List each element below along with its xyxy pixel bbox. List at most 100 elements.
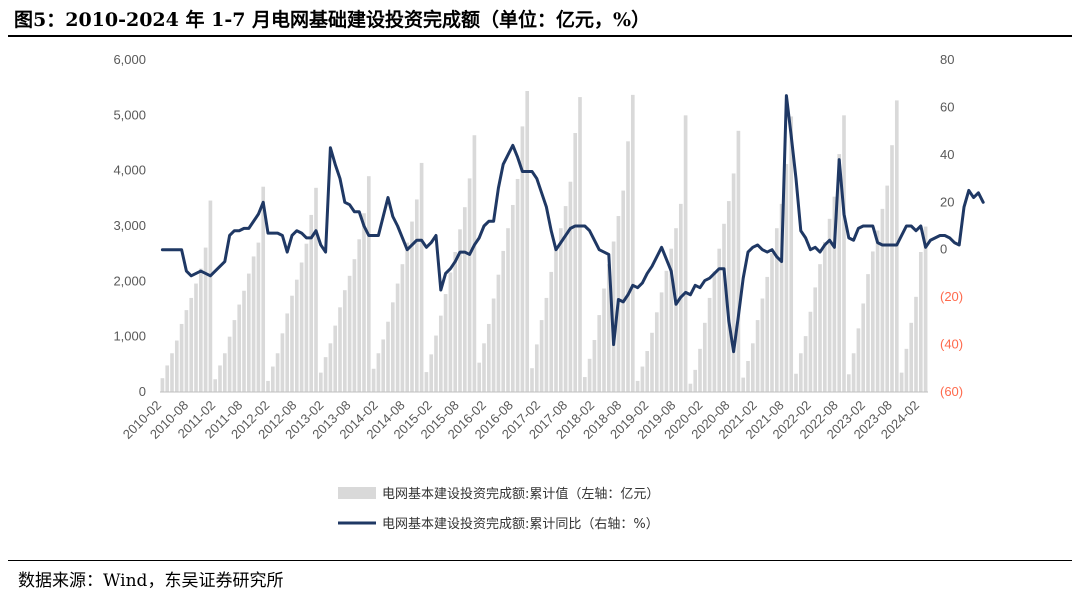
bar bbox=[381, 339, 386, 392]
bar bbox=[712, 271, 717, 392]
bar bbox=[448, 272, 453, 392]
bar bbox=[717, 248, 722, 392]
bar bbox=[645, 351, 650, 392]
bar bbox=[813, 287, 818, 392]
line-series bbox=[160, 94, 985, 354]
bar bbox=[285, 313, 290, 392]
bar bbox=[270, 366, 275, 392]
bar bbox=[755, 320, 760, 392]
bar bbox=[592, 339, 597, 392]
chart-legend: 电网基本建设投资完成额:累计值（左轴：亿元） 电网基本建设投资完成额:累计同比（右… bbox=[338, 486, 659, 532]
bar bbox=[482, 343, 486, 392]
bar bbox=[222, 353, 227, 392]
bar bbox=[510, 204, 515, 392]
bar bbox=[280, 333, 285, 392]
bar bbox=[458, 229, 462, 392]
bar bbox=[179, 323, 184, 392]
bar bbox=[774, 228, 779, 392]
bar bbox=[198, 268, 203, 392]
bar bbox=[794, 373, 798, 392]
right-axis-ticks: (60) (40) (20) 0 20 40 60 80 bbox=[940, 52, 963, 399]
left-axis-ticks: 0 1,000 2,000 3,000 4,000 5,000 6,000 bbox=[113, 52, 146, 399]
bar bbox=[184, 310, 189, 392]
bar bbox=[496, 274, 501, 392]
bar bbox=[491, 298, 496, 392]
bar bbox=[501, 250, 506, 392]
bar bbox=[635, 380, 640, 392]
legend-bar-label: 电网基本建设投资完成额:累计值（左轴：亿元） bbox=[382, 486, 659, 502]
bar bbox=[453, 252, 458, 392]
bar bbox=[890, 145, 894, 392]
bar bbox=[707, 297, 712, 392]
bar bbox=[208, 200, 213, 392]
bar bbox=[582, 377, 587, 392]
bar bbox=[731, 173, 736, 392]
bar bbox=[477, 362, 482, 392]
bar bbox=[558, 228, 563, 392]
bar bbox=[515, 178, 520, 392]
bar bbox=[275, 353, 280, 392]
bar bbox=[213, 379, 218, 392]
bar bbox=[256, 242, 261, 392]
bar bbox=[338, 307, 342, 392]
bar bbox=[362, 213, 366, 392]
bar bbox=[659, 292, 664, 392]
bar bbox=[304, 243, 309, 392]
bar bbox=[866, 274, 870, 392]
bar bbox=[419, 162, 424, 392]
bar bbox=[554, 248, 558, 392]
legend-bar-swatch bbox=[338, 487, 376, 499]
bar bbox=[827, 218, 832, 392]
bar bbox=[693, 369, 698, 392]
bar bbox=[525, 90, 530, 393]
bar bbox=[410, 221, 414, 392]
bar bbox=[266, 380, 270, 392]
bar bbox=[347, 275, 352, 392]
bar bbox=[770, 253, 774, 392]
bar bbox=[674, 228, 678, 392]
bar bbox=[405, 242, 410, 392]
chart: 0 1,000 2,000 3,000 4,000 5,000 6,000 (60) (40)… bbox=[113, 52, 985, 532]
bar bbox=[640, 366, 645, 392]
bar bbox=[746, 361, 750, 392]
bar bbox=[736, 130, 741, 392]
bar bbox=[904, 348, 909, 392]
bar bbox=[798, 353, 803, 392]
bar bbox=[602, 288, 606, 392]
bar bbox=[885, 185, 890, 392]
bar bbox=[909, 322, 914, 392]
bar bbox=[170, 353, 174, 392]
legend-line-label: 电网基本建设投资完成额:累计同比（右轴：%） bbox=[382, 516, 659, 532]
line-path bbox=[160, 94, 985, 354]
bar bbox=[352, 259, 357, 392]
bar bbox=[506, 228, 510, 392]
bar bbox=[688, 383, 693, 392]
bar bbox=[606, 264, 611, 392]
bar bbox=[443, 294, 448, 392]
bar bbox=[414, 199, 419, 392]
x-axis-ticks: 2010-022010-082011-022011-082012-022012-… bbox=[120, 398, 922, 442]
bar bbox=[227, 336, 232, 392]
title-rule bbox=[8, 35, 1072, 37]
bar bbox=[189, 297, 194, 392]
bar bbox=[750, 343, 755, 392]
bar bbox=[779, 203, 784, 392]
bar bbox=[563, 206, 568, 392]
bar bbox=[242, 290, 246, 392]
bar bbox=[376, 353, 381, 392]
bar bbox=[856, 328, 861, 392]
bar bbox=[357, 239, 362, 392]
bar bbox=[654, 312, 659, 392]
bar bbox=[587, 358, 592, 392]
bar bbox=[789, 116, 794, 392]
bar bbox=[429, 354, 434, 392]
bar bbox=[251, 256, 256, 392]
bar bbox=[371, 368, 376, 392]
bar bbox=[400, 264, 405, 392]
right-tick-label: 20 bbox=[940, 194, 954, 209]
bar bbox=[822, 242, 827, 392]
bar bbox=[923, 226, 928, 392]
bar bbox=[174, 340, 179, 392]
bar bbox=[434, 335, 438, 392]
right-tick-label: 60 bbox=[940, 99, 954, 114]
